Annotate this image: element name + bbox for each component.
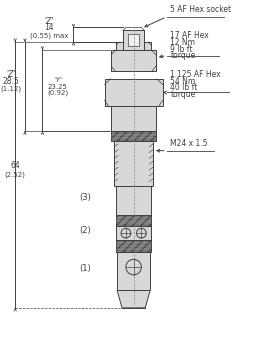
Text: 'Y': 'Y' (54, 77, 62, 83)
Text: 'Z': 'Z' (45, 17, 54, 25)
Bar (114, 141, 153, 185)
Circle shape (121, 228, 131, 238)
Polygon shape (117, 290, 150, 308)
Text: 14: 14 (44, 23, 54, 32)
Text: 12 Nm: 12 Nm (170, 38, 196, 47)
Bar (116, 185, 151, 215)
Text: torque: torque (170, 51, 196, 61)
Bar (116, 240, 151, 252)
Bar (116, 215, 151, 226)
Circle shape (126, 259, 141, 275)
Text: 17 AF Hex: 17 AF Hex (170, 31, 209, 40)
Bar (111, 131, 156, 141)
Bar (128, 34, 139, 46)
Text: torque: torque (170, 90, 196, 99)
Text: (2): (2) (79, 226, 91, 235)
Text: (2.52): (2.52) (5, 171, 26, 178)
Bar (111, 50, 156, 71)
Text: 1.125 AF Hex: 1.125 AF Hex (170, 70, 221, 79)
Text: 23.25: 23.25 (48, 84, 68, 90)
Text: 64: 64 (10, 161, 20, 170)
Text: (1.12): (1.12) (1, 86, 22, 92)
Bar (116, 226, 151, 240)
Text: (0.92): (0.92) (47, 90, 68, 96)
Bar (104, 79, 163, 106)
Text: (0.55) max: (0.55) max (30, 33, 68, 39)
Text: 54 Nm: 54 Nm (170, 77, 196, 86)
Bar (111, 106, 156, 131)
Text: M24 x 1.5: M24 x 1.5 (170, 139, 208, 148)
Bar (123, 30, 144, 50)
Bar (117, 252, 150, 290)
Text: 40 lb ft: 40 lb ft (170, 84, 198, 92)
Text: (1): (1) (79, 264, 91, 273)
Circle shape (136, 228, 146, 238)
Text: 'Z': 'Z' (7, 70, 16, 79)
Text: 28.5: 28.5 (3, 77, 20, 86)
Text: (3): (3) (79, 193, 91, 202)
Text: 9 lb ft: 9 lb ft (170, 45, 193, 54)
Bar (116, 42, 151, 50)
Text: 5 AF Hex socket: 5 AF Hex socket (170, 5, 232, 14)
